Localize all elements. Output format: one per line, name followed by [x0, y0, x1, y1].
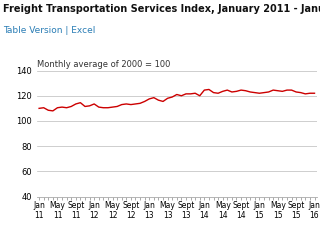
Text: Table Version | Excel: Table Version | Excel [3, 26, 96, 36]
Text: Monthly average of 2000 = 100: Monthly average of 2000 = 100 [37, 60, 170, 70]
Text: Freight Transportation Services Index, January 2011 - January 2016: Freight Transportation Services Index, J… [3, 4, 320, 14]
